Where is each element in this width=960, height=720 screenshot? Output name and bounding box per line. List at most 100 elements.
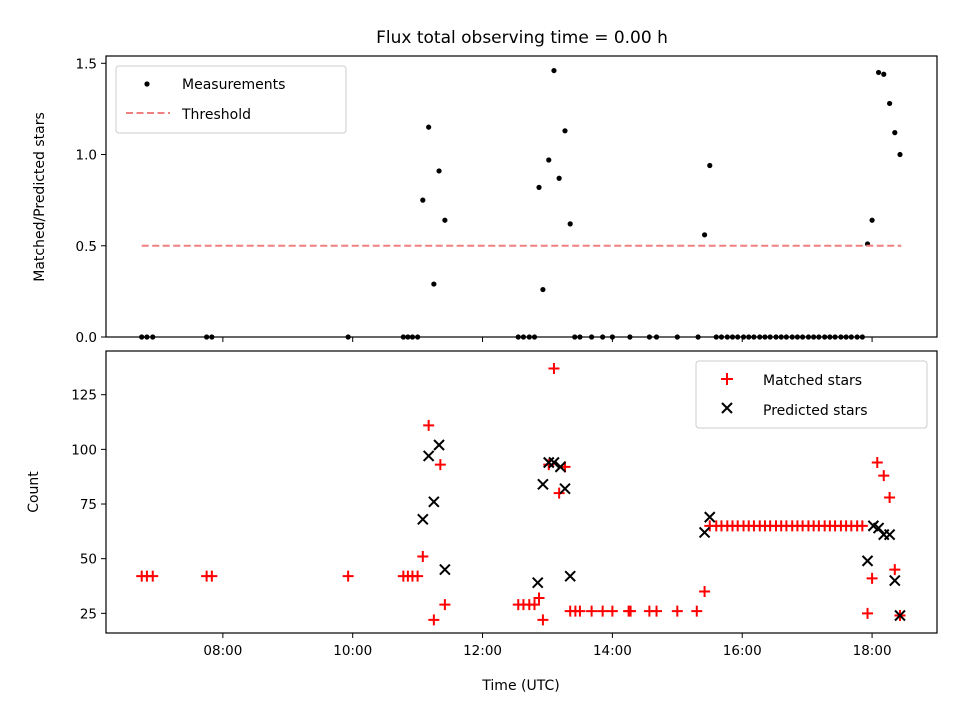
measurement-point: [892, 130, 898, 136]
bottom-legend: Matched stars Predicted stars: [695, 360, 928, 429]
measurement-point: [701, 232, 708, 238]
measurement-point: [546, 157, 552, 163]
predicted-star-point: [417, 513, 429, 526]
predicted-star-point: [704, 511, 716, 523]
predicted-star-point: [554, 461, 567, 473]
measurement-point: [869, 217, 875, 223]
legend-predicted-marker: [721, 402, 733, 414]
legend-threshold-label: Threshold: [181, 107, 251, 123]
predicted-star-point: [548, 456, 560, 469]
legend-matched-marker: [721, 373, 733, 385]
bottom-legend-frame: [695, 360, 928, 429]
matched-star-point: [574, 605, 586, 617]
predicted-star-point: [564, 570, 576, 582]
top-y-axis-label: Matched/Predicted stars: [32, 112, 48, 282]
x-tick-label: 08:00: [203, 643, 242, 659]
matched-star-point: [889, 564, 901, 576]
matched-star-point: [606, 605, 618, 617]
predicted-star-point: [537, 478, 549, 491]
matched-star-point: [412, 570, 424, 582]
predicted-star-point: [532, 577, 544, 589]
bottom-y-tick-label: 50: [80, 552, 97, 568]
measurement-point: [556, 175, 562, 181]
bottom-y-tick-label: 100: [71, 442, 97, 458]
measurement-point: [436, 168, 442, 174]
measurement-point: [875, 69, 882, 76]
matched-star-point: [691, 605, 703, 617]
top-y-tick-label: 0.5: [76, 239, 97, 255]
predicted-star-point: [559, 483, 571, 495]
matched-star-point: [862, 607, 874, 619]
matched-star-point: [423, 419, 435, 431]
matched-star-point: [856, 520, 868, 532]
bottom-plot-area: 25 50 75 100 125 08:00 10:00 12:00 14:00 16:00 18:…: [71, 362, 906, 659]
measurement-point: [426, 124, 432, 130]
x-tick-label: 14:00: [593, 643, 632, 659]
matched-star-point: [537, 614, 549, 626]
bottom-y-tick-label: 25: [80, 606, 97, 622]
predicted-star-point: [894, 609, 906, 622]
measurement-point: [551, 67, 557, 74]
matched-star-point: [428, 614, 440, 626]
bottom-y-tick-label: 75: [80, 497, 97, 513]
predicted-star-point: [698, 526, 711, 539]
predicted-star-point: [883, 528, 896, 541]
chart-title: Flux total observing time = 0.00 h: [376, 28, 668, 48]
predicted-star-point: [543, 456, 555, 469]
bottom-y-axis-label: Count: [26, 471, 42, 513]
x-tick-label: 12:00: [463, 643, 502, 659]
matched-star-point: [671, 605, 683, 617]
legend-measurements-marker: [144, 81, 150, 87]
matched-star-point: [342, 570, 354, 582]
x-tick-label: 18:00: [853, 643, 892, 659]
top-legend: Measurements Threshold: [115, 65, 347, 134]
matched-star-point: [871, 456, 883, 468]
matched-star-point: [699, 585, 711, 597]
predicted-star-point: [861, 555, 874, 567]
top-y-tick-label: 0.0: [76, 330, 97, 346]
matched-star-point: [866, 572, 878, 584]
predicted-star-point: [439, 563, 451, 576]
bottom-plot-frame: [105, 350, 938, 634]
predicted-star-point: [433, 439, 445, 451]
measurement-point: [881, 71, 887, 77]
top-y-tick-label: 1.0: [76, 148, 97, 164]
measurement-point: [420, 197, 426, 203]
matched-star-point: [878, 470, 890, 482]
top-legend-frame: [115, 65, 347, 134]
predicted-star-point: [422, 450, 435, 462]
predicted-star-point: [889, 574, 901, 587]
matched-star-point: [147, 570, 159, 582]
measurement-point: [431, 281, 437, 287]
matched-star-point: [548, 362, 560, 374]
matched-star-point: [528, 599, 540, 611]
measurement-point: [707, 162, 713, 169]
bottom-y-tick-label: 125: [71, 388, 97, 404]
x-tick-label: 16:00: [723, 643, 762, 659]
top-y-tick-label: 1.5: [76, 56, 97, 72]
matched-star-point: [597, 605, 609, 617]
measurement-point: [887, 100, 893, 107]
measurement-point: [540, 286, 546, 293]
top-plot-frame: [105, 55, 938, 338]
matched-star-point: [884, 491, 896, 503]
matched-star-point: [439, 599, 451, 611]
legend-measurements-label: Measurements: [182, 77, 285, 93]
predicted-star-point: [428, 496, 440, 508]
matched-star-point: [533, 592, 545, 604]
measurement-point: [562, 128, 568, 134]
bottom-marks: [136, 362, 906, 626]
measurement-point: [536, 184, 542, 190]
matched-star-point: [434, 459, 446, 471]
matched-star-point: [417, 550, 429, 562]
legend-predicted-label: Predicted stars: [763, 403, 868, 419]
measurement-point: [897, 151, 903, 158]
matched-star-point: [586, 605, 598, 617]
matched-star-point: [625, 605, 637, 617]
matched-star-point: [553, 487, 565, 499]
x-axis-label: Time (UTC): [481, 678, 559, 694]
measurement-point: [567, 221, 573, 227]
matched-star-point: [206, 570, 218, 582]
x-tick-label: 10:00: [333, 643, 372, 659]
